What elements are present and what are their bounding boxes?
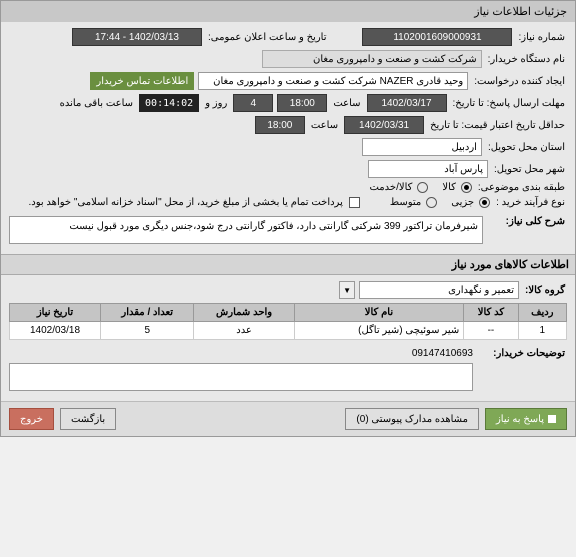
row-desc: شرح کلی نیاز: شیرفرمان تراکتور 399 شرکتی…	[9, 216, 567, 244]
category-label: طبقه بندی موضوعی:	[476, 182, 567, 193]
buyer-note-label: توضیحات خریدار:	[477, 348, 567, 359]
row-group: گروه کالا: تعمیر و نگهداری ▼	[9, 281, 567, 299]
creator-label: ایجاد کننده درخواست:	[472, 76, 567, 87]
contact-buyer-link[interactable]: اطلاعات تماس خریدار	[90, 72, 194, 90]
cell-qty: 5	[101, 322, 194, 340]
payment-note: پرداخت تمام یا بخشی از مبلغ خرید، از محل…	[26, 197, 344, 208]
category-radio-group: کالا کالا/خدمت	[367, 182, 471, 193]
creator-field: وحید قادری NAZER شرکت کشت و صنعت و دامپر…	[198, 72, 468, 90]
radio-goods[interactable]: کالا	[440, 182, 472, 193]
radio-service-label: کالا/خدمت	[367, 182, 414, 193]
row-province: استان محل تحویل: اردبیل	[9, 138, 567, 156]
cell-row: 1	[518, 322, 566, 340]
cell-date: 1402/03/18	[10, 322, 101, 340]
city-field: پارس آباد	[368, 160, 488, 178]
buyer-label: نام دستگاه خریدار:	[486, 54, 567, 65]
row-buyer: نام دستگاه خریدار: شرکت کشت و صنعت و دام…	[9, 50, 567, 68]
group-field: تعمیر و نگهداری	[359, 281, 519, 299]
table-row[interactable]: 1 -- شیر سوئیچی (شیر تاگل) عدد 5 1402/03…	[10, 322, 567, 340]
items-panel: گروه کالا: تعمیر و نگهداری ▼ ردیف کد کال…	[1, 275, 575, 401]
validity-label: حداقل تاریخ اعتبار قیمت: تا تاریخ	[428, 120, 567, 131]
back-button[interactable]: بازگشت	[60, 408, 116, 430]
radio-medium[interactable]: متوسط	[388, 197, 437, 208]
items-section-header: اطلاعات کالاهای مورد نیاز	[1, 254, 575, 275]
buyer-note-box	[9, 363, 473, 391]
radio-dot-icon	[479, 197, 490, 208]
cell-name: شیر سوئیچی (شیر تاگل)	[294, 322, 464, 340]
desc-text: شیرفرمان تراکتور 399 شرکتی گارانتی دارد،…	[9, 216, 483, 244]
buyer-note-text: 09147410693	[9, 348, 473, 359]
row-deadline: مهلت ارسال پاسخ: تا تاریخ: 1402/03/17 سا…	[9, 94, 567, 112]
deadline-time: 18:00	[277, 94, 327, 112]
province-label: استان محل تحویل:	[486, 142, 567, 153]
need-details-window: جزئیات اطلاعات نیاز شماره نیاز: 11020016…	[0, 0, 576, 437]
row-city: شهر محل تحویل: پارس آباد	[9, 160, 567, 178]
row-creator: ایجاد کننده درخواست: وحید قادری NAZER شر…	[9, 72, 567, 90]
desc-label: شرح کلی نیاز:	[487, 216, 567, 227]
respond-button[interactable]: پاسخ به نیاز	[485, 408, 567, 430]
exit-button[interactable]: خروج	[9, 408, 54, 430]
validity-time: 18:00	[255, 116, 305, 134]
cell-unit: عدد	[194, 322, 294, 340]
attachments-button[interactable]: مشاهده مدارک پیوستی (0)	[345, 408, 479, 430]
col-unit: واحد شمارش	[194, 304, 294, 322]
treasury-checkbox[interactable]	[349, 197, 360, 208]
purchase-type-label: نوع فرآیند خرید :	[494, 197, 567, 208]
validity-date: 1402/03/31	[344, 116, 424, 134]
remain-label: ساعت باقی مانده	[58, 98, 135, 109]
cell-code: --	[464, 322, 518, 340]
radio-medium-label: متوسط	[388, 197, 423, 208]
radio-goods-label: کالا	[440, 182, 458, 193]
back-label: بازگشت	[71, 414, 105, 425]
announce-field: 1402/03/13 - 17:44	[72, 28, 202, 46]
col-row: ردیف	[518, 304, 566, 322]
col-code: کد کالا	[464, 304, 518, 322]
row-validity: حداقل تاریخ اعتبار قیمت: تا تاریخ 1402/0…	[9, 116, 567, 134]
button-bar: پاسخ به نیاز مشاهده مدارک پیوستی (0) باز…	[1, 401, 575, 436]
radio-partial-label: جزیی	[449, 197, 476, 208]
radio-partial[interactable]: جزیی	[449, 197, 490, 208]
deadline-label: مهلت ارسال پاسخ: تا تاریخ:	[451, 98, 567, 109]
dropdown-icon[interactable]: ▼	[339, 281, 355, 299]
attachments-label: مشاهده مدارک پیوستی (0)	[356, 414, 468, 425]
radio-dot-icon	[461, 182, 472, 193]
col-qty: تعداد / مقدار	[101, 304, 194, 322]
group-label: گروه کالا:	[523, 285, 567, 296]
row-category: طبقه بندی موضوعی: کالا کالا/خدمت	[9, 182, 567, 193]
title-bar: جزئیات اطلاعات نیاز	[1, 1, 575, 22]
row-need-no: شماره نیاز: 1102001609000931 تاریخ و ساع…	[9, 28, 567, 46]
reply-icon	[548, 415, 556, 423]
col-name: نام کالا	[294, 304, 464, 322]
deadline-date: 1402/03/17	[367, 94, 447, 112]
row-buyer-note: توضیحات خریدار: 09147410693	[9, 348, 567, 391]
province-field: اردبیل	[362, 138, 482, 156]
items-table: ردیف کد کالا نام کالا واحد شمارش تعداد /…	[9, 303, 567, 340]
col-date: تاریخ نیاز	[10, 304, 101, 322]
days-field: 4	[233, 94, 273, 112]
main-panel: شماره نیاز: 1102001609000931 تاریخ و ساع…	[1, 22, 575, 254]
exit-label: خروج	[20, 414, 43, 425]
respond-label: پاسخ به نیاز	[496, 414, 544, 425]
days-suffix: روز و	[203, 98, 229, 109]
need-no-field: 1102001609000931	[362, 28, 512, 46]
at-label-2: ساعت	[309, 120, 340, 131]
radio-dot-icon	[426, 197, 437, 208]
row-purchase-type: نوع فرآیند خرید : جزیی متوسط پرداخت تمام…	[9, 197, 567, 208]
need-no-label: شماره نیاز:	[516, 32, 567, 43]
radio-service[interactable]: کالا/خدمت	[367, 182, 428, 193]
radio-dot-icon	[417, 182, 428, 193]
announce-label: تاریخ و ساعت اعلان عمومی:	[206, 32, 329, 43]
countdown: 00:14:02	[139, 94, 199, 112]
purchase-type-radio-group: جزیی متوسط	[388, 197, 490, 208]
buyer-field: شرکت کشت و صنعت و دامپروری مغان	[262, 50, 482, 68]
at-label-1: ساعت	[331, 98, 362, 109]
city-label: شهر محل تحویل:	[492, 164, 567, 175]
